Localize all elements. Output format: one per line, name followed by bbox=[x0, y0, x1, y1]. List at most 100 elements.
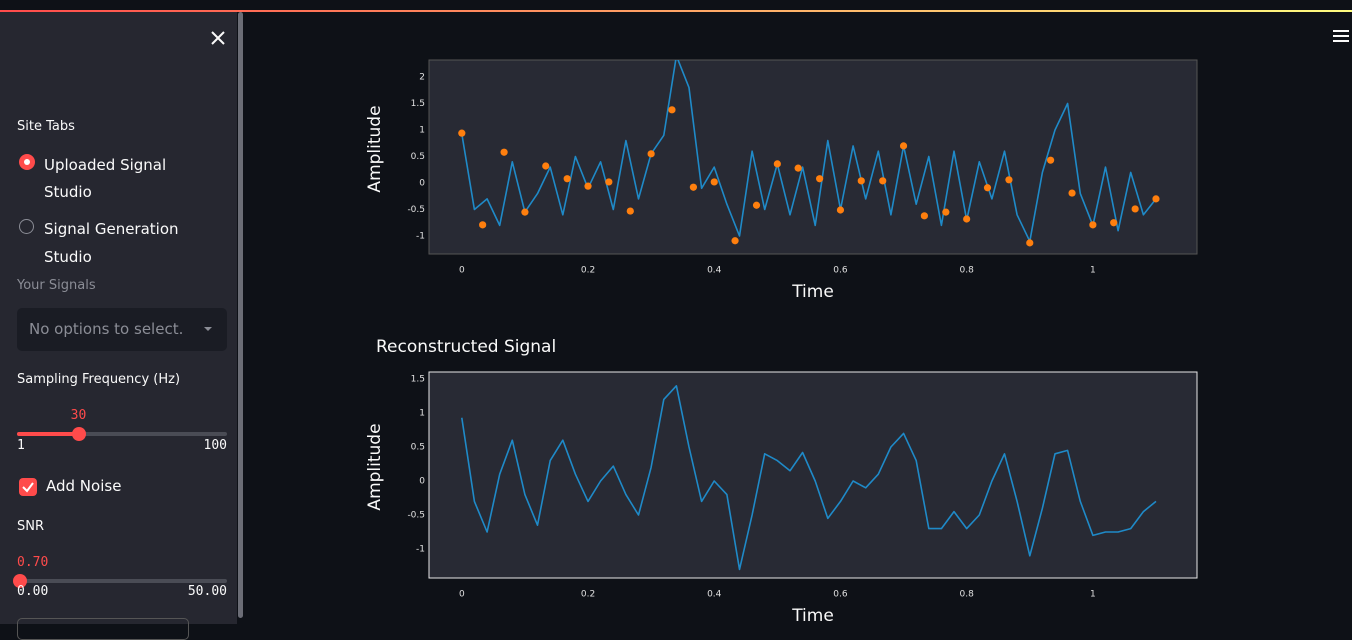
slider-max: 100 bbox=[203, 438, 227, 453]
radio-unselected[interactable] bbox=[19, 219, 34, 234]
sample-point bbox=[710, 178, 718, 186]
sample-point bbox=[563, 175, 571, 183]
sample-point bbox=[1005, 176, 1013, 184]
sample-point bbox=[816, 175, 824, 183]
radio-option[interactable]: Uploaded Signal Studio bbox=[44, 156, 167, 201]
sample-point bbox=[836, 206, 845, 214]
sample-point bbox=[773, 160, 781, 168]
sample-point bbox=[963, 215, 971, 223]
y-tick-label: 1 bbox=[419, 409, 425, 419]
x-tick-label: 0.2 bbox=[581, 590, 595, 600]
sample-point bbox=[521, 208, 529, 216]
slider-label: SNR bbox=[17, 519, 45, 534]
y-tick-label: -0.5 bbox=[407, 205, 425, 215]
x-tick-label: 0.6 bbox=[833, 590, 848, 600]
slider-min: 1 bbox=[17, 438, 25, 453]
slider-label: Sampling Frequency (Hz) bbox=[17, 372, 181, 387]
sample-point bbox=[1152, 195, 1160, 203]
x-tick-label: 0.4 bbox=[707, 590, 722, 600]
sample-point bbox=[626, 207, 634, 215]
sample-point bbox=[1089, 221, 1097, 229]
plot-area bbox=[428, 59, 1198, 255]
slider-fill bbox=[17, 432, 79, 436]
sample-point bbox=[752, 201, 761, 209]
slider-value: 30 bbox=[70, 408, 87, 423]
select-arrow bbox=[204, 327, 212, 331]
sample-point bbox=[605, 178, 613, 186]
page: -1 -0.5 0 0.5 1 1.5 2 0 0.2 0.4 0.6 0.8 1 Time Amplitu… bbox=[0, 10, 1352, 640]
sidebar: Site Tabs Uploaded Signal Studio Signal … bbox=[0, 12, 237, 640]
sample-point bbox=[689, 183, 698, 191]
scrollbar bbox=[238, 12, 243, 618]
sample-point bbox=[1068, 189, 1076, 197]
slider[interactable]: 0.70 bbox=[12, 544, 227, 588]
sample-point bbox=[983, 184, 992, 192]
sample-point bbox=[879, 177, 887, 185]
sample-point bbox=[542, 162, 550, 170]
y-tick-label: 0.5 bbox=[411, 152, 425, 162]
sample-point bbox=[584, 182, 592, 190]
x-tick-label: 0.8 bbox=[959, 266, 974, 276]
signal-line bbox=[461, 60, 1157, 243]
x-tick-label: 0.8 bbox=[959, 590, 974, 600]
slider-min: 0.00 bbox=[17, 584, 49, 599]
y-tick-label: 0 bbox=[419, 178, 425, 188]
x-tick-label: 0 bbox=[459, 266, 465, 276]
sample-point bbox=[1026, 239, 1034, 247]
close-button[interactable] bbox=[210, 30, 226, 46]
radio-option[interactable]: Signal Generation Studio bbox=[44, 220, 179, 266]
y-tick-label: 0 bbox=[419, 477, 425, 487]
x-tick-label: 0.4 bbox=[707, 266, 722, 276]
y-tick-label: 0.5 bbox=[411, 443, 425, 453]
slider-thumb[interactable] bbox=[71, 427, 86, 441]
main-area: -1 -0.5 0 0.5 1 1.5 2 0 0.2 0.4 0.6 0.8 1 Time Amplitu… bbox=[365, 30, 1349, 624]
y-tick-label: 2 bbox=[419, 72, 425, 82]
x-tick-label: 0.6 bbox=[833, 266, 848, 276]
checkbox-label[interactable]: Add Noise bbox=[46, 477, 122, 495]
select-box[interactable]: No options to select. bbox=[17, 308, 227, 351]
sample-point bbox=[458, 129, 466, 137]
signals-label: Your Signals bbox=[17, 278, 96, 293]
chart-title: Reconstructed Signal bbox=[376, 337, 556, 357]
top-decoration bbox=[0, 10, 1352, 12]
sample-point bbox=[857, 177, 865, 185]
sample-point bbox=[899, 142, 908, 150]
x-tick-label: 0.2 bbox=[581, 266, 595, 276]
y-tick-label: 1 bbox=[419, 125, 425, 135]
sample-point bbox=[1046, 156, 1055, 164]
x-tick-label: 1 bbox=[1090, 590, 1096, 600]
y-tick-label: 1.5 bbox=[411, 99, 425, 109]
slider-value: 0.70 bbox=[16, 555, 49, 570]
sample-point bbox=[794, 164, 802, 172]
sample-point bbox=[500, 148, 508, 156]
y-axis-label: Amplitude bbox=[365, 423, 385, 510]
x-tick-label: 1 bbox=[1090, 266, 1096, 276]
slider[interactable]: 30 bbox=[17, 397, 227, 441]
sample-point bbox=[920, 212, 928, 220]
sample-point bbox=[731, 237, 739, 245]
radio-selected[interactable] bbox=[19, 154, 35, 170]
sample-point bbox=[479, 221, 487, 229]
plot-layer bbox=[458, 60, 1160, 247]
y-tick-label: -1 bbox=[416, 545, 425, 555]
slider-thumb[interactable] bbox=[12, 574, 27, 588]
x-axis-label: Time bbox=[791, 282, 834, 302]
y-tick-label: 1.5 bbox=[411, 375, 425, 385]
x-tick-label: 0 bbox=[459, 590, 465, 600]
sample-point bbox=[668, 106, 676, 114]
button[interactable] bbox=[17, 618, 189, 640]
slider-track bbox=[17, 432, 227, 436]
slider-track bbox=[17, 579, 227, 583]
y-tick-label: -1 bbox=[416, 231, 425, 241]
sample-point bbox=[1131, 205, 1139, 213]
nav-label: Site Tabs bbox=[17, 119, 75, 134]
sample-point bbox=[1110, 219, 1118, 227]
x-axis-label: Time bbox=[791, 606, 834, 624]
slider-max: 50.00 bbox=[187, 584, 227, 599]
signal-line bbox=[461, 385, 1157, 571]
y-axis-label: Amplitude bbox=[365, 105, 385, 192]
menu-icon[interactable] bbox=[1333, 30, 1349, 42]
plot-layer bbox=[461, 385, 1157, 571]
checkbox[interactable] bbox=[19, 478, 37, 496]
select-placeholder: No options to select. bbox=[29, 320, 184, 338]
